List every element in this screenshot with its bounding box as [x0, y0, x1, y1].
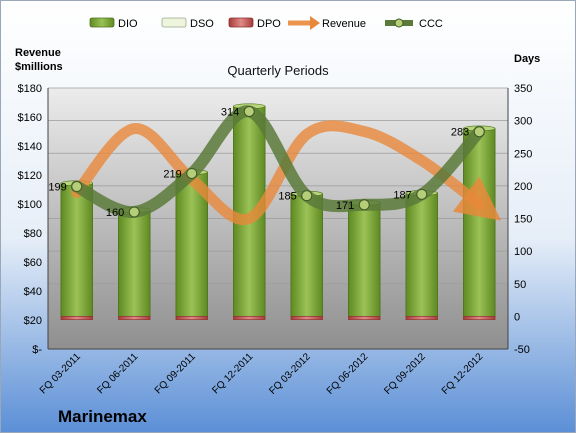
legend-arrowhead: [310, 16, 320, 30]
left-axis-tick-label: $100: [18, 199, 42, 211]
right-axis-tick-label: 150: [514, 214, 532, 226]
dio-bar: [348, 202, 381, 317]
dpo-bar: [405, 316, 438, 320]
dio-bar: [290, 193, 323, 317]
legend-swatch: [161, 17, 187, 28]
left-axis-tick-label: $20: [24, 315, 42, 327]
legend-item-dio: DIO: [89, 17, 138, 30]
dio-bar: [463, 128, 496, 317]
right-axis-tick-label: 100: [514, 246, 532, 258]
legend-item-revenue: Revenue: [288, 16, 366, 30]
ccc-data-label: 283: [451, 127, 469, 139]
ccc-point: [301, 190, 313, 202]
dpo-bar: [348, 316, 381, 320]
chart-title: Quarterly Periods: [227, 63, 329, 78]
left-axis-tick-label: $60: [24, 257, 42, 269]
legend-item-ccc: CCC: [385, 18, 443, 30]
legend-item-dpo: DPO: [228, 17, 281, 30]
left-axis-label-line2: $millions: [15, 61, 63, 73]
right-axis-tick-label: 350: [514, 83, 532, 95]
line-series: [70, 105, 502, 226]
ccc-point: [71, 181, 83, 193]
ccc-data-label: 219: [163, 168, 181, 180]
dpo-bar: [60, 316, 93, 320]
left-axis-tick-label: $120: [18, 170, 42, 182]
legend-swatch: [89, 17, 115, 28]
dpo-bar: [290, 316, 323, 320]
ccc-point: [358, 199, 370, 211]
right-axis-tick-label: 300: [514, 116, 532, 128]
ccc-data-label: 171: [336, 200, 354, 212]
dio-bar: [405, 192, 438, 317]
legend-label: DPO: [257, 18, 281, 30]
dpo-bar: [233, 316, 266, 320]
dpo-bar: [175, 316, 208, 320]
right-axis-tick-label: 250: [514, 148, 532, 160]
dpo-bar: [118, 316, 151, 320]
ccc-data-label: 185: [278, 191, 296, 203]
dio-bar: [118, 209, 151, 317]
ccc-data-label: 160: [106, 207, 124, 219]
left-axis-tick-label: $160: [18, 112, 42, 124]
right-axis-label: Days: [514, 53, 540, 65]
right-axis-tick-label: 0: [514, 311, 520, 323]
right-axis-tick-label: 50: [514, 279, 526, 291]
legend-label: CCC: [419, 18, 443, 30]
left-axis-tick-label: $40: [24, 286, 42, 298]
left-axis: $- $20 $40 $60 $80 $100 $120 $140 $160 $180: [18, 83, 43, 356]
left-axis-label-line1: Revenue: [15, 47, 61, 59]
dio-bar: [60, 182, 93, 317]
legend-label: DIO: [118, 18, 138, 30]
left-axis-tick-label: $180: [18, 83, 42, 95]
ccc-point: [243, 105, 255, 117]
ccc-data-label: 199: [48, 182, 66, 194]
revenue-line: [71, 120, 502, 226]
left-axis-tick-label: $80: [24, 228, 42, 240]
legend-swatch: [228, 17, 254, 28]
ccc-data-label: 314: [221, 106, 239, 118]
left-axis-tick-label: $-: [32, 344, 42, 356]
right-axis-tick-label: -50: [514, 344, 530, 356]
ccc-point: [473, 126, 485, 138]
ccc-point: [128, 206, 140, 218]
ccc-point: [416, 188, 428, 200]
legend-label: DSO: [190, 18, 214, 30]
dpo-bar: [463, 316, 496, 320]
right-axis: -50 0 50 100 150 200 250 300 350: [514, 83, 532, 356]
legend-label: Revenue: [322, 18, 366, 30]
right-axis-tick-label: 200: [514, 181, 532, 193]
legend: DIO DSO DPO Revenue CCC: [89, 16, 443, 30]
company-name: Marinemax: [58, 407, 147, 426]
data-labels: 199 160 219 314 185 171 187 283: [48, 106, 469, 218]
legend-marker: [394, 18, 404, 28]
ccc-data-label: 187: [393, 189, 411, 201]
left-axis-tick-label: $140: [18, 141, 42, 153]
legend-item-dso: DSO: [161, 17, 214, 30]
ccc-point: [186, 167, 198, 179]
